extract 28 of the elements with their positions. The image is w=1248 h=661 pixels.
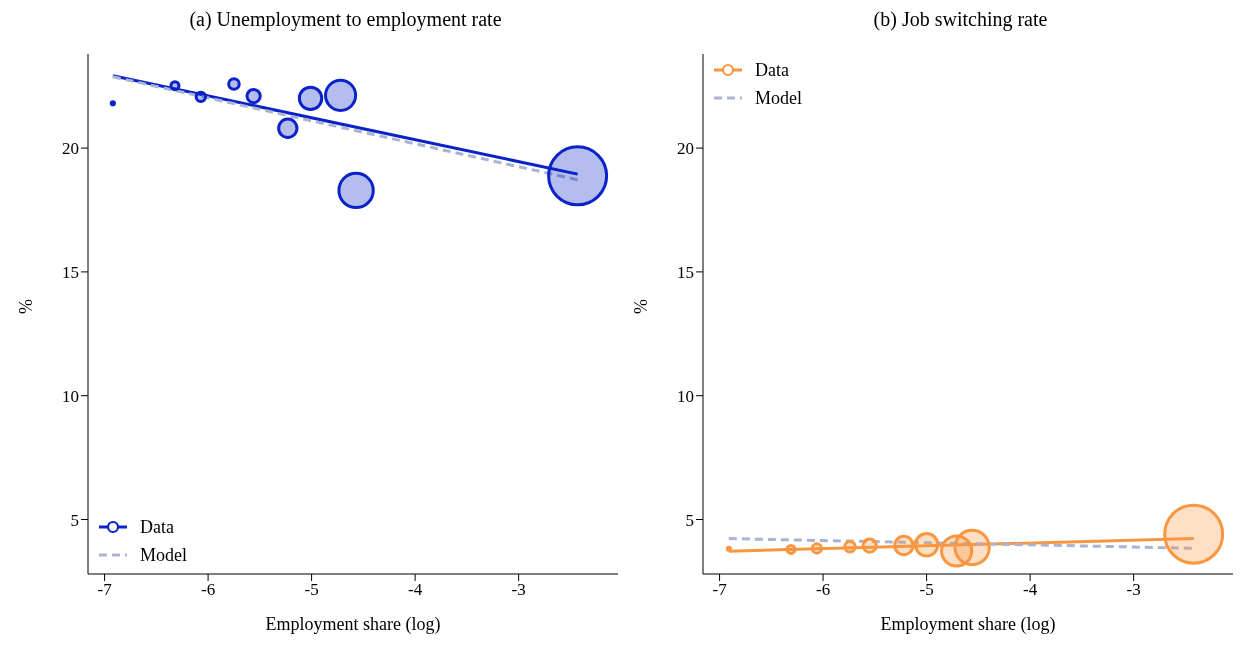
y-tick-label: 10: [62, 386, 79, 406]
x-tick-label: -4: [1023, 580, 1038, 600]
x-tick-label: -4: [408, 580, 423, 600]
legend-label: Model: [755, 87, 802, 109]
y-tick-label: 20: [62, 139, 79, 159]
x-tick-label: -6: [200, 580, 216, 600]
y-tick-label: 15: [677, 262, 694, 282]
y-tick-label: 10: [677, 386, 694, 406]
x-axis-title: Employment share (log): [265, 614, 441, 635]
y-tick-label: 5: [685, 510, 694, 530]
x-axis-title: Employment share (log): [880, 614, 1056, 635]
legend-label: Data: [755, 59, 789, 81]
x-tick-label: -5: [919, 580, 934, 600]
chart-title: (b) Job switching rate: [872, 8, 1049, 33]
y-tick-label: 15: [62, 262, 79, 282]
legend-label: Model: [140, 544, 187, 566]
chart-title: (a) Unemployment to employment rate: [188, 8, 503, 33]
y-tick-label: 20: [677, 139, 694, 159]
x-tick-label: -7: [712, 580, 728, 600]
x-tick-label: -6: [815, 580, 831, 600]
x-tick-label: -5: [304, 580, 319, 600]
y-tick-label: 5: [70, 510, 79, 530]
y-axis-title: %: [631, 299, 652, 314]
x-tick-label: -3: [1126, 580, 1141, 600]
x-tick-label: -3: [511, 580, 526, 600]
legend-label: Data: [140, 516, 174, 538]
y-axis-title: %: [16, 299, 37, 314]
x-tick-label: -7: [97, 580, 113, 600]
